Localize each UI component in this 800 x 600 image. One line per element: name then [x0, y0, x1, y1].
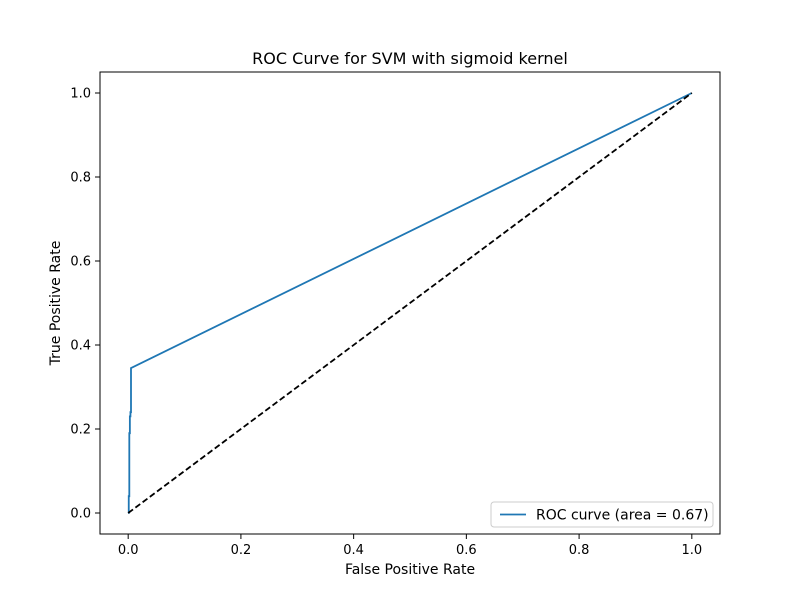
- plot-area: 0.0 0.2 0.4 0.6 0.8 1.0 0.0 0.2 0.4 0.6 0.8 1.0 ROC …: [70, 71, 721, 558]
- x-tick-label: 1.0: [681, 543, 702, 558]
- x-tick-label: 0.6: [456, 543, 477, 558]
- x-tick-label: 0.4: [343, 543, 364, 558]
- x-tick-label: 0.8: [569, 543, 590, 558]
- y-tick-label: 0.2: [70, 423, 91, 438]
- chance-diagonal-line: [127, 92, 693, 514]
- y-tick-label: 0.4: [70, 339, 91, 354]
- roc-curve-line: [127, 92, 693, 514]
- y-tick-label: 0.8: [70, 171, 91, 186]
- y-tick-label: 1.0: [70, 87, 91, 102]
- chart-title: ROC Curve for SVM with sigmoid kernel: [252, 49, 568, 68]
- y-tick-label: 0.6: [70, 255, 91, 270]
- legend-label: ROC curve (area = 0.67): [536, 508, 709, 524]
- x-tick-label: 0.2: [231, 543, 252, 558]
- y-tick-label: 0.0: [70, 507, 91, 522]
- x-axis-label: False Positive Rate: [345, 562, 475, 578]
- legend-box: [490, 501, 714, 528]
- y-axis-label: True Positive Rate: [48, 241, 64, 367]
- axes-frame: [99, 71, 721, 535]
- x-tick-label: 0.0: [118, 543, 139, 558]
